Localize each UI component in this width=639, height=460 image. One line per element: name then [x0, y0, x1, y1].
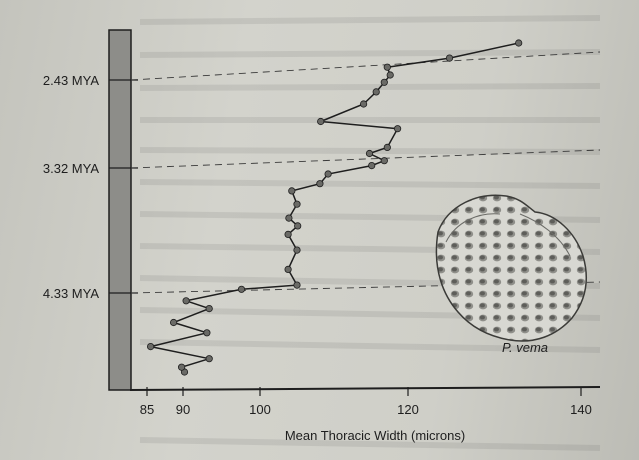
x-axis-title: Mean Thoracic Width (microns) — [285, 428, 465, 443]
time-marker-line — [130, 149, 601, 169]
x-tick-label: 100 — [249, 402, 271, 417]
foraminifera-illustration — [435, 194, 588, 342]
x-tick-label: 85 — [140, 402, 154, 417]
data-point — [170, 318, 178, 327]
time-marker-label: 3.32 MYA — [43, 161, 99, 176]
data-point — [285, 214, 293, 222]
data-point — [383, 143, 391, 151]
x-tick-label: 120 — [397, 402, 419, 417]
data-point — [237, 285, 246, 293]
series-points — [147, 39, 523, 376]
time-marker-line — [130, 51, 601, 81]
data-point — [293, 246, 301, 254]
time-bar — [108, 29, 132, 391]
data-point — [284, 230, 292, 238]
data-point — [372, 88, 380, 96]
data-point — [515, 39, 523, 47]
data-point — [284, 265, 292, 273]
x-tick-label: 140 — [570, 402, 592, 417]
data-point — [445, 54, 454, 62]
data-point — [147, 342, 155, 351]
data-point — [203, 329, 211, 337]
data-point — [359, 100, 368, 108]
x-tick-label: 90 — [176, 402, 190, 417]
data-point — [205, 304, 213, 313]
x-axis-ticks: 85 90 100 120 140 — [140, 387, 592, 417]
data-point — [386, 71, 394, 79]
data-point — [393, 125, 402, 133]
x-axis-line — [129, 386, 601, 391]
time-marker-label: 4.33 MYA — [43, 286, 99, 301]
data-point — [383, 63, 391, 71]
data-point — [293, 281, 301, 289]
data-point — [316, 180, 324, 188]
data-point — [178, 363, 186, 371]
data-point — [288, 187, 296, 195]
data-point — [294, 222, 302, 230]
data-point — [365, 149, 374, 158]
time-markers: 2.43 MYA 3.32 MYA 4.33 MYA — [43, 51, 601, 301]
data-point — [293, 200, 301, 208]
data-point — [317, 117, 325, 126]
time-marker-label: 2.43 MYA — [43, 73, 99, 88]
data-point — [205, 355, 213, 363]
data-point — [380, 78, 388, 86]
species-label: P. vema — [502, 340, 548, 355]
data-point — [368, 162, 376, 170]
data-point — [182, 297, 190, 305]
data-point — [380, 157, 388, 165]
data-point — [324, 170, 332, 178]
